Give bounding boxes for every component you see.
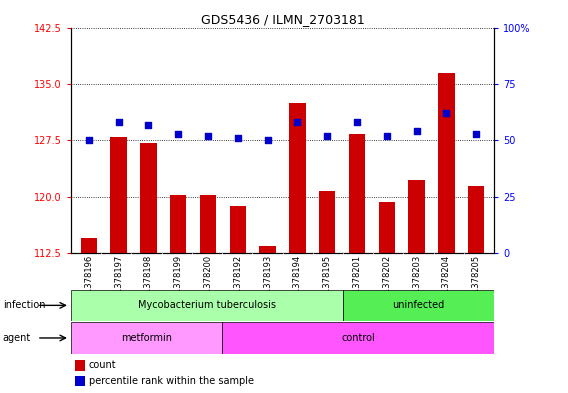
- Bar: [438, 73, 454, 253]
- Point: [203, 133, 212, 139]
- Bar: [319, 191, 336, 253]
- Bar: [75, 360, 85, 371]
- Bar: [379, 202, 395, 253]
- Point: [84, 137, 93, 143]
- Point: [233, 135, 243, 141]
- Bar: [343, 290, 494, 321]
- Text: percentile rank within the sample: percentile rank within the sample: [89, 376, 254, 386]
- Bar: [75, 376, 85, 386]
- Bar: [468, 186, 485, 253]
- Bar: [140, 143, 157, 253]
- Point: [353, 119, 362, 126]
- Bar: [71, 290, 343, 321]
- Bar: [289, 103, 306, 253]
- Bar: [81, 239, 97, 253]
- Point: [472, 130, 481, 137]
- Point: [323, 133, 332, 139]
- Text: uninfected: uninfected: [392, 300, 445, 310]
- Bar: [229, 206, 246, 253]
- Bar: [222, 322, 494, 354]
- Text: control: control: [341, 333, 375, 343]
- Text: metformin: metformin: [121, 333, 172, 343]
- Bar: [111, 137, 127, 253]
- Bar: [71, 322, 222, 354]
- Text: agent: agent: [3, 333, 31, 343]
- Text: count: count: [89, 360, 116, 370]
- Point: [382, 133, 391, 139]
- Point: [263, 137, 272, 143]
- Bar: [260, 246, 276, 253]
- Point: [293, 119, 302, 126]
- Point: [144, 121, 153, 128]
- Text: infection: infection: [3, 300, 45, 310]
- Bar: [408, 180, 425, 253]
- Bar: [170, 195, 186, 253]
- Point: [442, 110, 451, 116]
- Point: [412, 128, 421, 134]
- Text: Mycobacterium tuberculosis: Mycobacterium tuberculosis: [138, 300, 276, 310]
- Bar: [349, 134, 365, 253]
- Bar: [200, 195, 216, 253]
- Point: [114, 119, 123, 126]
- Point: [174, 130, 183, 137]
- Title: GDS5436 / ILMN_2703181: GDS5436 / ILMN_2703181: [201, 13, 365, 26]
